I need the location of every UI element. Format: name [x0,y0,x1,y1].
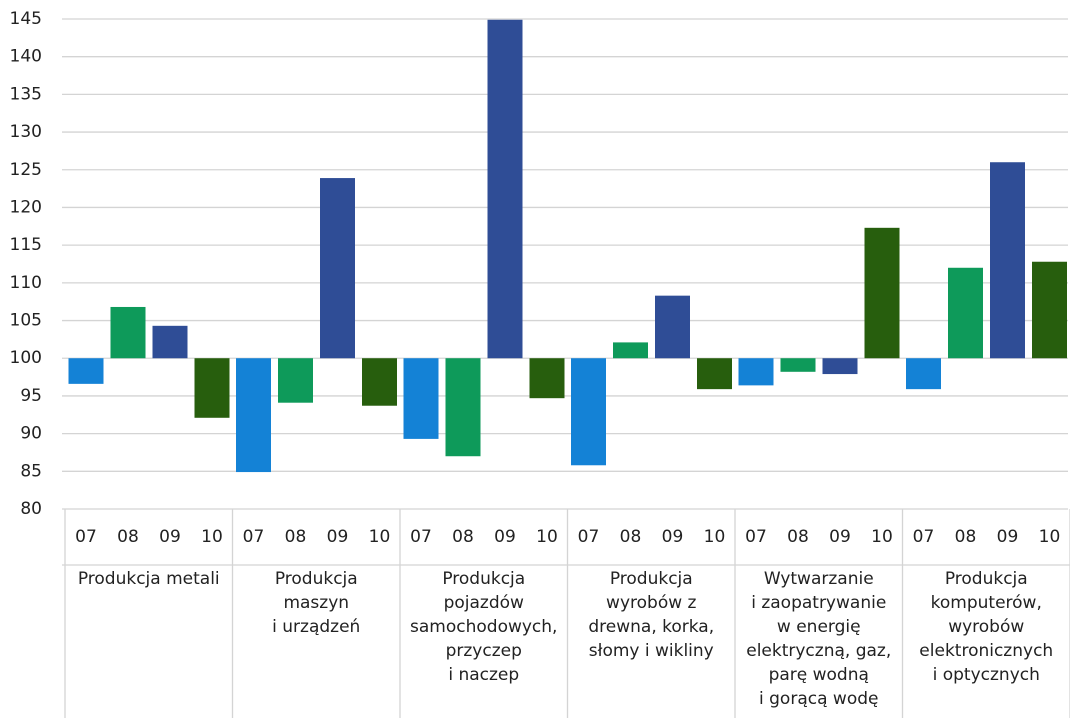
category-label: Produkcja komputerów, wyrobów elektroniczny… [919,569,1053,685]
y-tick-label: 95 [20,386,42,406]
bar [864,227,900,359]
x-sub-label: 09 [829,527,851,547]
category-label: Produkcja wyrobów z drewna, korka, słomy i … [588,569,714,661]
bar [110,306,146,359]
category-label: Produkcja metali [78,569,220,589]
x-sub-label: 07 [410,527,432,547]
y-tick-label: 85 [20,461,42,481]
bar [194,358,230,418]
y-tick-label: 100 [10,348,42,368]
category-label: Produkcja pojazdów samochodowych, przyczep i… [410,569,557,685]
bar [613,342,648,359]
bar [487,19,523,359]
x-sub-label: 08 [117,527,139,547]
bar [403,358,439,439]
x-sub-label: 08 [787,527,809,547]
x-sub-label: 09 [494,527,516,547]
x-sub-label: 10 [1039,527,1061,547]
y-tick-label: 130 [10,122,42,142]
x-sub-label: 10 [201,527,223,547]
x-sub-label: 08 [955,527,977,547]
bar [948,267,983,359]
bar [68,358,104,384]
bar [362,358,397,406]
x-sub-label: 07 [243,527,265,547]
bar [529,358,565,399]
bar [990,162,1025,359]
x-sub-label: 07 [745,527,767,547]
x-sub-label: 09 [662,527,684,547]
x-sub-label: 07 [75,527,97,547]
y-tick-label: 115 [10,235,42,255]
x-sub-label: 10 [536,527,558,547]
bar [780,358,816,372]
bar [152,325,188,359]
category-label: Wytwarzanie i zaopatrywanie w energię elekt… [746,569,891,709]
y-tick-label: 120 [10,197,42,217]
y-tick-label: 145 [10,9,42,29]
x-sub-label: 08 [452,527,474,547]
bar [822,358,858,375]
x-sub-label: 07 [578,527,600,547]
bar [571,358,606,466]
x-sub-label: 09 [997,527,1019,547]
bar [655,295,690,359]
bar [738,358,774,386]
bar [320,178,355,359]
x-sub-label: 10 [369,527,391,547]
y-tick-label: 140 [10,47,42,67]
x-sub-label: 07 [913,527,935,547]
x-sub-label: 10 [704,527,726,547]
bar [1032,261,1067,359]
y-tick-label: 80 [20,499,42,519]
category-label: Produkcja maszyn i urządzeń [272,569,360,637]
bar [278,358,313,403]
x-sub-label: 09 [327,527,349,547]
x-sub-label: 08 [285,527,307,547]
bar [236,358,271,473]
bar [697,358,732,390]
bar [906,358,941,390]
x-sub-label: 10 [871,527,893,547]
y-tick-label: 125 [10,160,42,180]
y-tick-label: 90 [20,424,42,444]
x-sub-label: 09 [159,527,181,547]
y-tick-label: 105 [10,311,42,331]
bar [445,358,481,457]
y-tick-label: 135 [10,84,42,104]
y-tick-label: 110 [10,273,42,293]
x-sub-label: 08 [620,527,642,547]
